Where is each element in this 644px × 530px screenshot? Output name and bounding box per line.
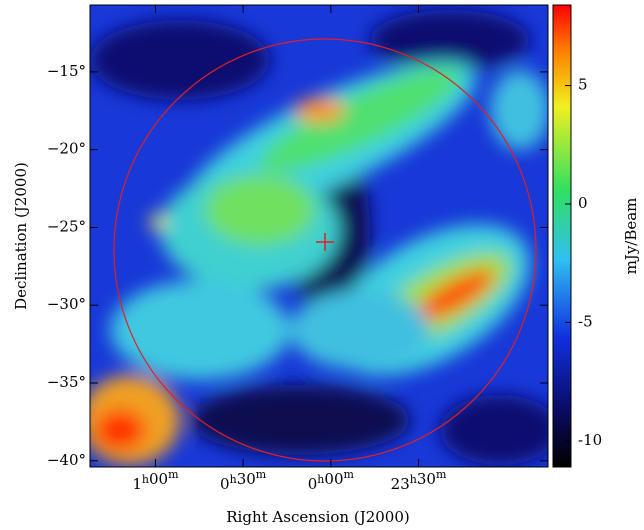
x-tick-label: 0h00m — [308, 468, 355, 493]
colorbar-tick-label: 0 — [578, 194, 588, 212]
plot-frame — [89, 4, 549, 468]
y-axis-label: Declination (J2000) — [12, 162, 30, 310]
x-tick-label: 1h00m — [132, 468, 179, 493]
y-tick-label: −40° — [47, 451, 86, 469]
y-tick-label: −30° — [47, 295, 86, 313]
field-circle — [113, 38, 537, 462]
sky-map — [90, 5, 548, 467]
colorbar — [552, 4, 572, 468]
x-tick-label: 0h30m — [220, 468, 267, 493]
y-tick-label: −25° — [47, 217, 86, 235]
y-tick-label: −20° — [47, 140, 86, 158]
colorbar-tick-label: 5 — [578, 76, 588, 94]
center-cross — [316, 233, 334, 251]
y-tick-label: −35° — [47, 373, 86, 391]
colorbar-label: mJy/Beam — [622, 198, 640, 275]
colorbar-tick-label: -5 — [578, 312, 593, 330]
colorbar-tick-label: -10 — [578, 431, 602, 449]
y-tick-label: −15° — [47, 62, 86, 80]
x-tick-label: 23h30m — [391, 468, 447, 493]
x-axis-label: Right Ascension (J2000) — [226, 508, 409, 526]
